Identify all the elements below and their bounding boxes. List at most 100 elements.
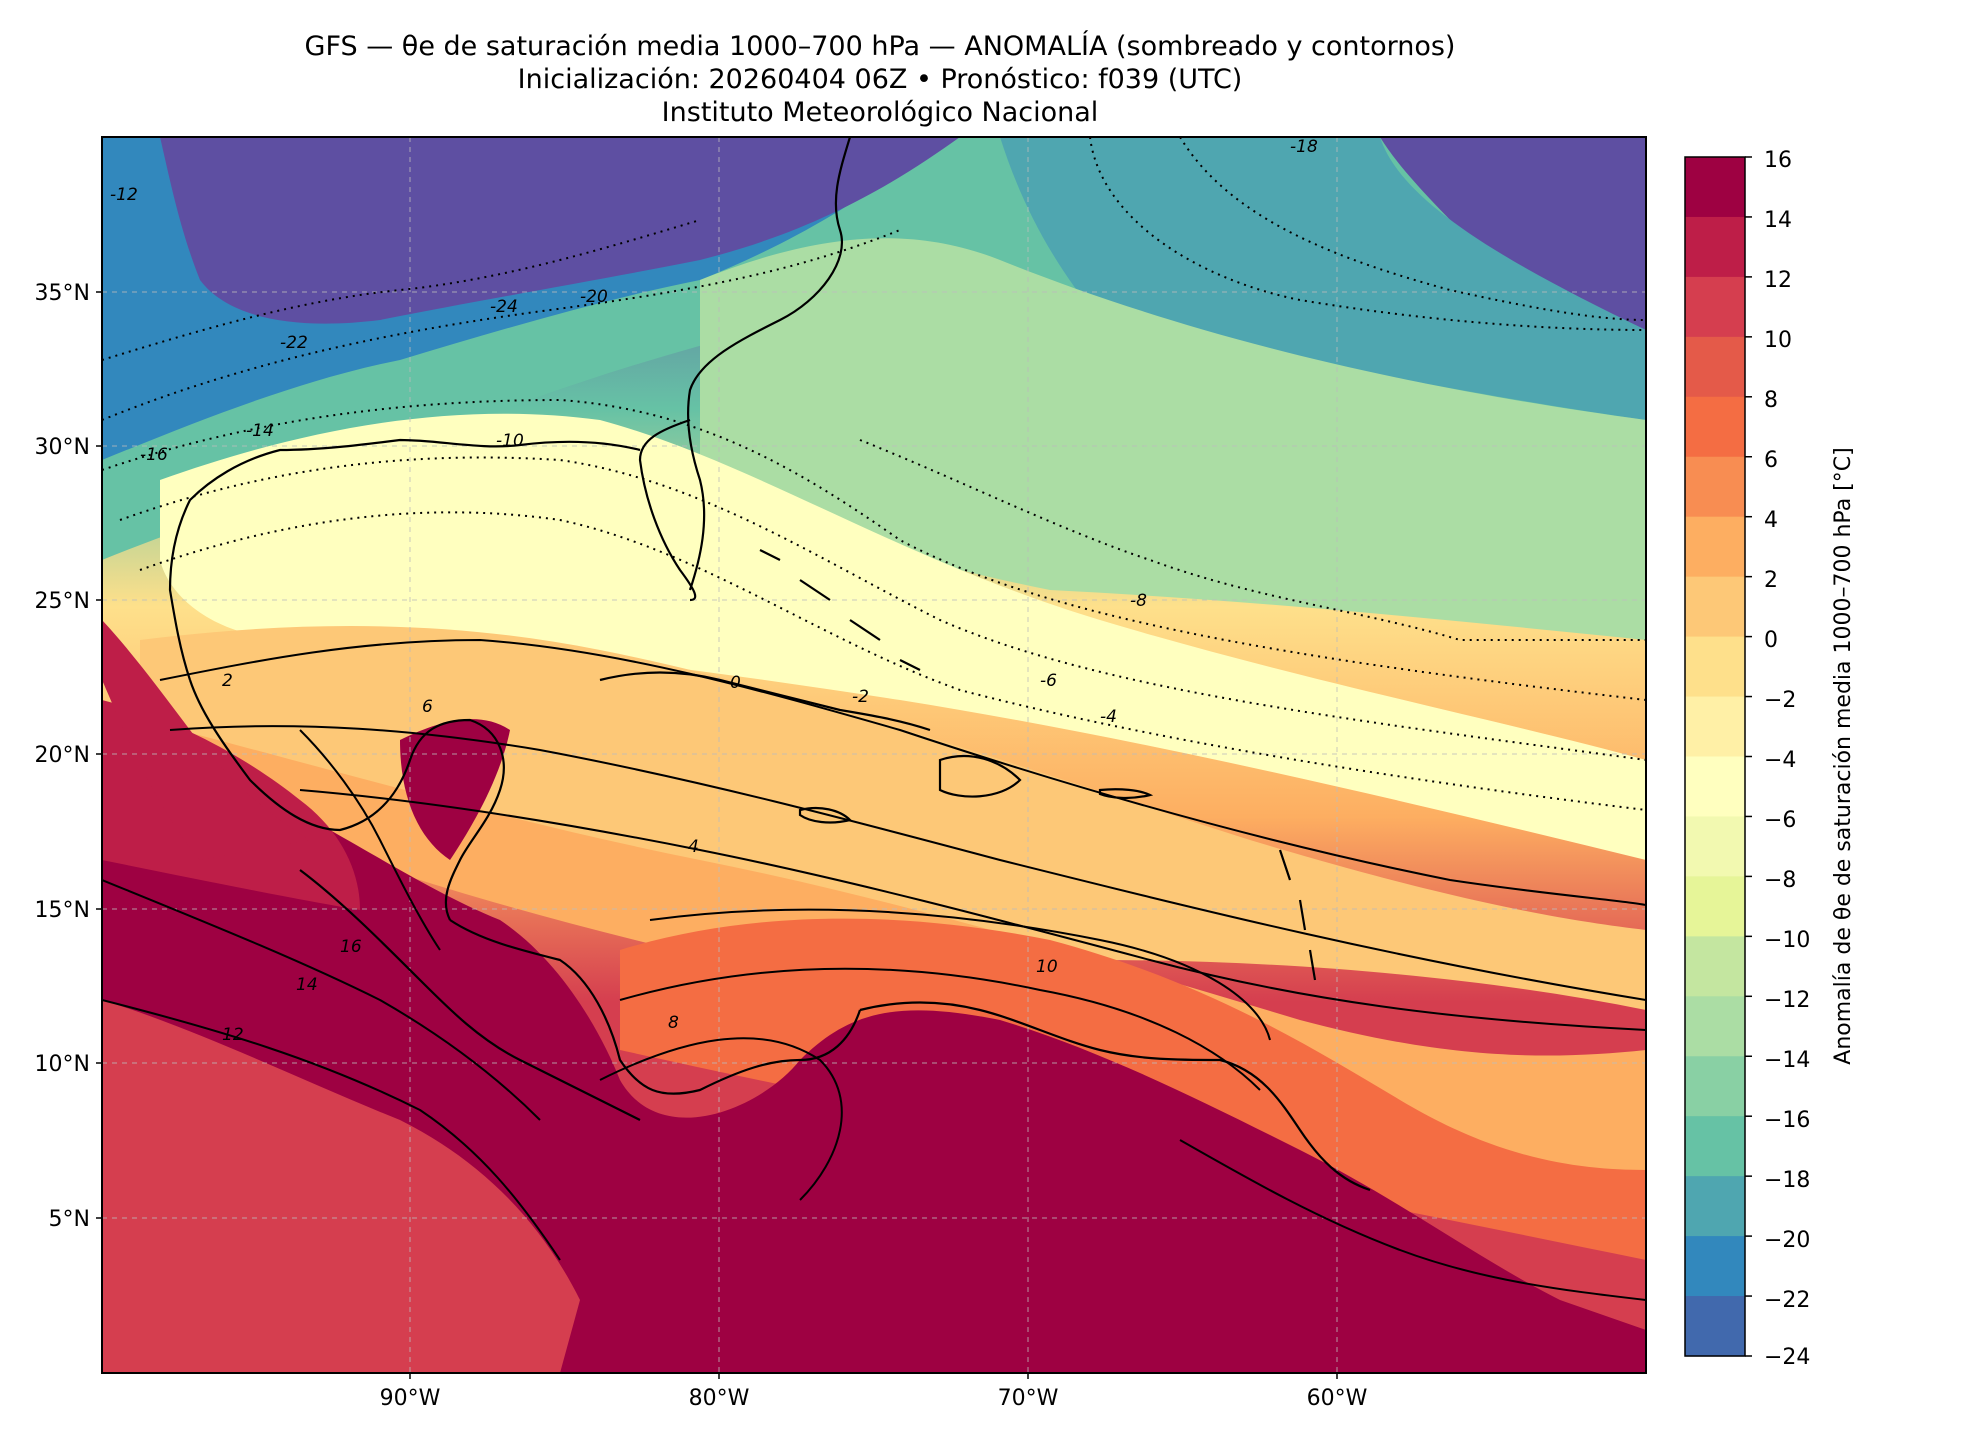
contour-label: 8 <box>668 1013 679 1033</box>
coastline-pacific-central-america <box>299 869 641 1121</box>
map-title: GFS — θe de saturación media 1000–700 hP… <box>100 30 1660 129</box>
contour-label: -4 <box>1100 707 1117 727</box>
colorbar-label: Anomalía de θe de saturación media 1000–… <box>1831 447 1856 1064</box>
colorbar-tick-label: −8 <box>1764 868 1796 893</box>
coastline-bahamas <box>759 549 921 671</box>
colorbar-segment <box>1685 157 1745 218</box>
anomaly-band-red-pacific <box>102 1000 580 1373</box>
colorbar-tick-label: −10 <box>1764 928 1810 953</box>
colorbar-tick-label: 2 <box>1764 568 1778 593</box>
colorbar-segment <box>1685 396 1745 458</box>
contour-label: -14 <box>246 421 274 441</box>
title-line-3: Instituto Meteorológico Nacional <box>661 97 1099 128</box>
colorbar-tick-label: 12 <box>1764 268 1792 293</box>
lat-tick-label: 10°N <box>35 1052 90 1077</box>
colorbar-segment <box>1685 456 1745 518</box>
lon-tick-label: 70°W <box>998 1386 1059 1411</box>
contour-labels: -24 -22 -20 -18 -16 -14 -12 -10 -8 -6 -4… <box>110 137 1318 1045</box>
colorbar-segment <box>1685 1116 1745 1177</box>
colorbar-tick-label: 16 <box>1764 148 1792 173</box>
contour-label: 14 <box>296 975 318 995</box>
colorbar-tick-label: 10 <box>1764 328 1792 353</box>
contour-label: 2 <box>222 671 233 691</box>
lat-tick-label: 35°N <box>35 281 90 306</box>
coastline-jamaica <box>798 806 853 824</box>
lat-tick-label: 25°N <box>35 589 90 614</box>
anomaly-band-teal-east <box>1000 137 1646 420</box>
lat-tick-label: 20°N <box>35 743 90 768</box>
colorbar-tick-label: −24 <box>1764 1345 1810 1370</box>
colorbar-segment <box>1685 936 1745 997</box>
colorbar-segment <box>1685 216 1745 278</box>
colorbar-tick-label: 6 <box>1764 448 1778 473</box>
contour-label: -22 <box>280 333 308 353</box>
anomaly-band-purple-north <box>160 137 960 324</box>
contour-label: 12 <box>222 1025 244 1045</box>
anomaly-band-lightorange-caribbean <box>140 626 1646 1010</box>
coastline-south-america-north <box>859 1001 1371 1192</box>
contour-label: -18 <box>1290 137 1318 157</box>
title-line-2: Inicialización: 20260404 06Z • Pronóstic… <box>517 64 1243 95</box>
contour-label: -8 <box>1130 591 1147 611</box>
coastline-mexico <box>188 679 505 921</box>
lon-tick-label: 90°W <box>380 1386 441 1411</box>
contour-label: 0 <box>730 673 741 693</box>
colorbar-segment <box>1685 576 1745 638</box>
contour-label: 4 <box>688 837 699 857</box>
colorbar-segment <box>1685 336 1745 398</box>
colorbar-tick-label: 0 <box>1764 628 1778 653</box>
colorbar-tick-label: 8 <box>1764 388 1778 413</box>
anomaly-band-yellow-gulf <box>160 413 1646 860</box>
colorbar-segment <box>1685 1236 1745 1297</box>
contour-label: -16 <box>140 445 168 465</box>
contour-label: 16 <box>340 937 362 957</box>
coastline-us-east <box>686 137 852 591</box>
title-line-1: GFS — θe de saturación media 1000–700 hP… <box>304 31 1456 62</box>
colorbar-segment <box>1685 1296 1745 1357</box>
lat-axis: 35°N 30°N 25°N 20°N 15°N 10°N 5°N <box>35 281 102 1232</box>
colorbar-tick-label: −22 <box>1764 1288 1810 1313</box>
coastline-antilles <box>1278 849 1317 981</box>
coastline-cuba <box>599 671 931 732</box>
colorbar-tick-label: −2 <box>1764 688 1796 713</box>
lat-tick-label: 5°N <box>49 1207 90 1232</box>
coastline-puerto-rico <box>1098 788 1154 800</box>
map-panel: -24 -22 -20 -18 -16 -14 -12 -10 -8 -6 -4… <box>102 137 1646 1373</box>
contour-label: -20 <box>580 287 608 307</box>
colorbar-segment <box>1685 1056 1745 1117</box>
coastline-florida <box>638 418 697 602</box>
coastlines <box>168 137 1371 1192</box>
colorbar-tick-label: −4 <box>1764 748 1796 773</box>
lon-tick-label: 80°W <box>689 1386 750 1411</box>
colorbar-tick-label: −14 <box>1764 1048 1810 1073</box>
colorbar-tick-label: −12 <box>1764 988 1810 1013</box>
colorbar-tick-label: −16 <box>1764 1108 1810 1133</box>
contour-label: 10 <box>1036 957 1058 977</box>
colorbar-tick-label: −20 <box>1764 1228 1810 1253</box>
colorbar-segment <box>1685 816 1745 877</box>
colorbar-segment <box>1685 636 1745 698</box>
colorbar-tick-label: −18 <box>1764 1168 1810 1193</box>
colorbar-segment <box>1685 756 1745 818</box>
anomaly-band-lightgreen-atlantic <box>700 238 1646 640</box>
coastline-central-america <box>449 919 862 1095</box>
lon-tick-label: 60°W <box>1307 1386 1368 1411</box>
contour-label: -24 <box>490 297 518 317</box>
contour-label: -10 <box>496 431 524 451</box>
negative-contours <box>102 137 1646 811</box>
colorbar-ticks <box>1745 156 1752 1357</box>
lat-tick-label: 30°N <box>35 435 90 460</box>
colorbar-tick-label: 4 <box>1764 508 1778 533</box>
map-frame <box>101 136 1647 1374</box>
colorbar-segment <box>1685 876 1745 937</box>
colorbar-segment <box>1685 276 1745 338</box>
anomaly-band-purple-northeast <box>1380 137 1646 330</box>
contour-label: -2 <box>852 687 869 707</box>
anomaly-band-red-gulfcoast <box>102 620 310 860</box>
colorbar-segment <box>1685 516 1745 578</box>
colorbar-tick-label: 14 <box>1764 208 1792 233</box>
lon-axis: 90°W 80°W 70°W 60°W <box>380 1373 1368 1411</box>
colorbar: 16 14 12 10 8 6 4 2 0 −2 −4 −6 −8 −10 −1… <box>1684 148 1856 1370</box>
contour-label: 6 <box>422 697 433 717</box>
